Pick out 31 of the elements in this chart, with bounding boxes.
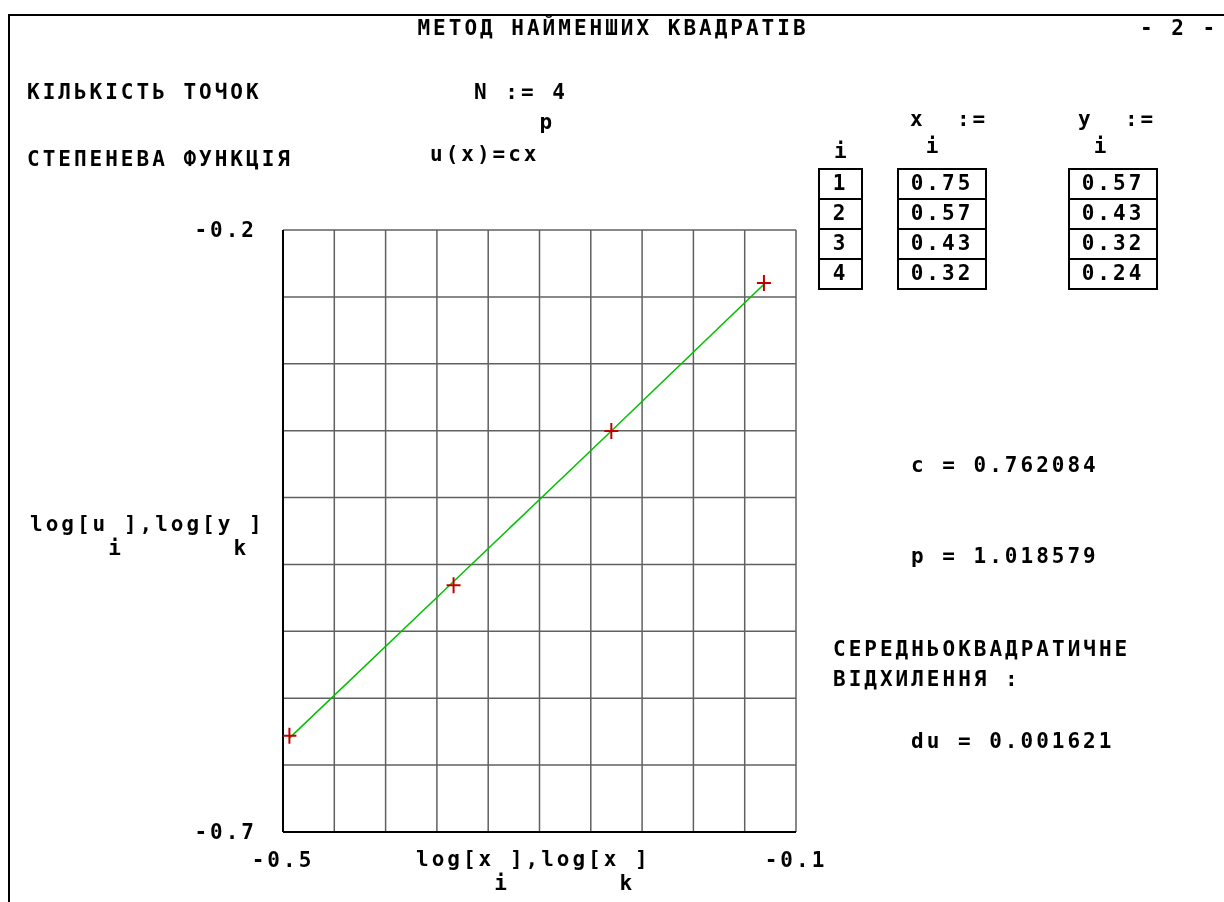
text: СТЕПЕНЕВА ФУНКЦІЯ (27, 146, 293, 173)
text: СЕРЕДНЬОКВАДРАТИЧНЕ ВІДХИЛЕННЯ : (833, 636, 1132, 693)
text: du = 0.001621 (911, 728, 1115, 755)
cell-frame: 0.24 (1068, 258, 1158, 290)
point (445, 576, 462, 595)
y-tick-label: -0.7 (194, 820, 257, 845)
cell-frame: 2 (818, 198, 863, 230)
cell-frame: 0.43 (1068, 198, 1158, 230)
point (603, 422, 620, 441)
text: - 2 - (1140, 15, 1219, 42)
line-series (288, 283, 765, 739)
x-tick-label: -0.5 (251, 847, 315, 872)
text: КІЛЬКІСТЬ ТОЧОК (27, 79, 262, 106)
cell-frame: 4 (818, 258, 863, 290)
chart-title: МЕТОД НАЙМЕНШИХ КВАДРАТІВ (417, 16, 809, 40)
text: c = 0.762084 (911, 452, 1099, 479)
text: p = 1.018579 (911, 543, 1099, 570)
text: i (834, 138, 850, 165)
cell-frame: 1 (818, 168, 863, 200)
cell-frame: 0.57 (1068, 168, 1158, 200)
cell-frame: 0.43 (897, 228, 987, 260)
x-tick-label: -0.1 (764, 847, 828, 872)
y-tick-label: -0.2 (194, 218, 257, 243)
cell-frame: 0.57 (897, 198, 987, 230)
cell-frame: 0.32 (897, 258, 987, 290)
cell-frame: 3 (818, 228, 863, 260)
cell-frame: 0.32 (1068, 228, 1158, 260)
point (283, 726, 298, 745)
text: N := 4 (474, 79, 568, 106)
point (755, 273, 772, 292)
cell-frame: 0.75 (897, 168, 987, 200)
